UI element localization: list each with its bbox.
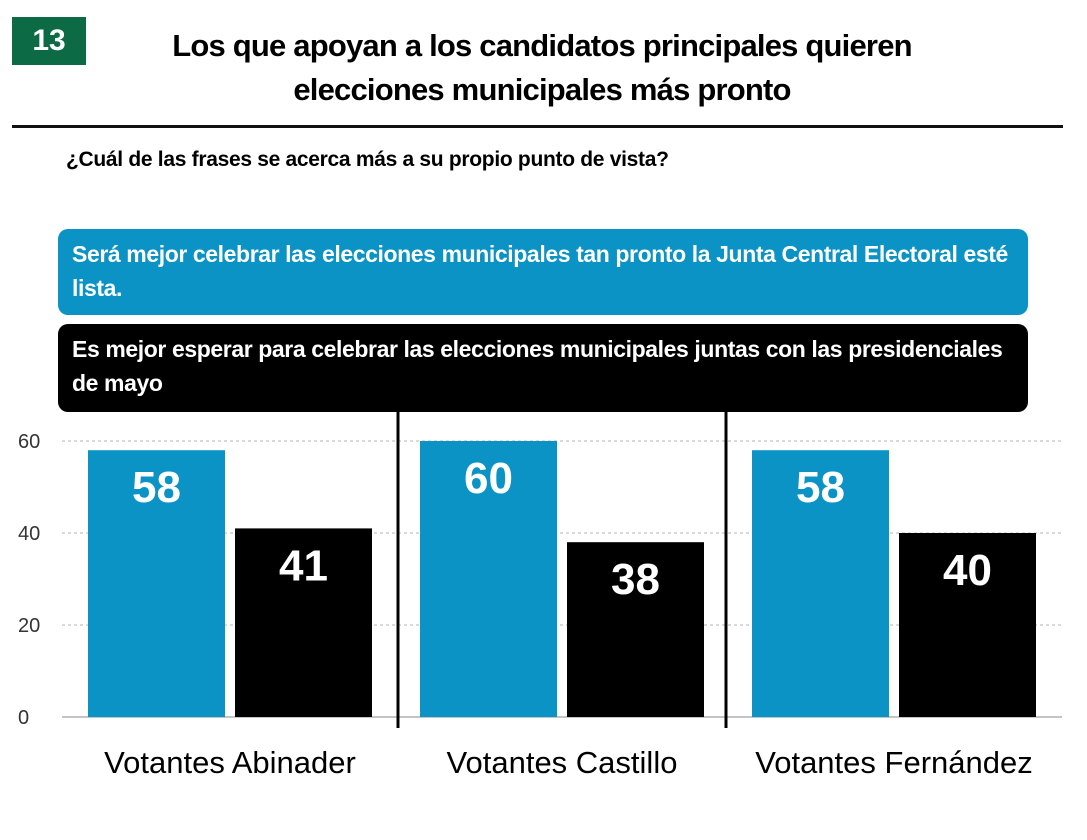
chart-title-line-1: Los que apoyan a los candidatos principa… (172, 28, 912, 63)
legend-entry-wait: Es mejor esperar para celebrar las elecc… (58, 324, 1028, 412)
x-category-label: Votantes Abinader (104, 745, 356, 780)
y-tick-label: 20 (18, 615, 40, 637)
survey-question: ¿Cuál de las frases se acerca más a su p… (66, 148, 669, 171)
bar-sooner-1 (88, 450, 225, 717)
legend-entry-sooner: Será mejor celebrar las elecciones munic… (58, 229, 1028, 315)
y-tick-label: 40 (18, 523, 40, 545)
bar-value-label: 60 (464, 454, 513, 503)
chart-number-badge: 13 (12, 17, 86, 65)
bar-value-label: 38 (611, 555, 660, 604)
bar-wait-2 (567, 542, 704, 717)
chart-title: Los que apoyan a los candidatos principa… (92, 24, 992, 112)
bar-value-label: 40 (943, 546, 992, 595)
y-tick-label: 60 (18, 431, 40, 453)
chart-title-line-2: elecciones municipales más pronto (293, 72, 791, 107)
bar-sooner-3 (752, 450, 889, 717)
bar-value-label: 58 (132, 463, 181, 512)
x-category-label: Votantes Fernández (755, 745, 1032, 780)
bar-wait-1 (235, 528, 372, 717)
y-tick-label: 0 (18, 707, 29, 729)
title-divider (12, 125, 1063, 128)
bar-value-label: 41 (279, 541, 328, 590)
bar-value-label: 58 (796, 463, 845, 512)
bar-wait-3 (899, 533, 1036, 717)
x-category-label: Votantes Castillo (447, 745, 678, 780)
bar-sooner-2 (420, 441, 557, 717)
